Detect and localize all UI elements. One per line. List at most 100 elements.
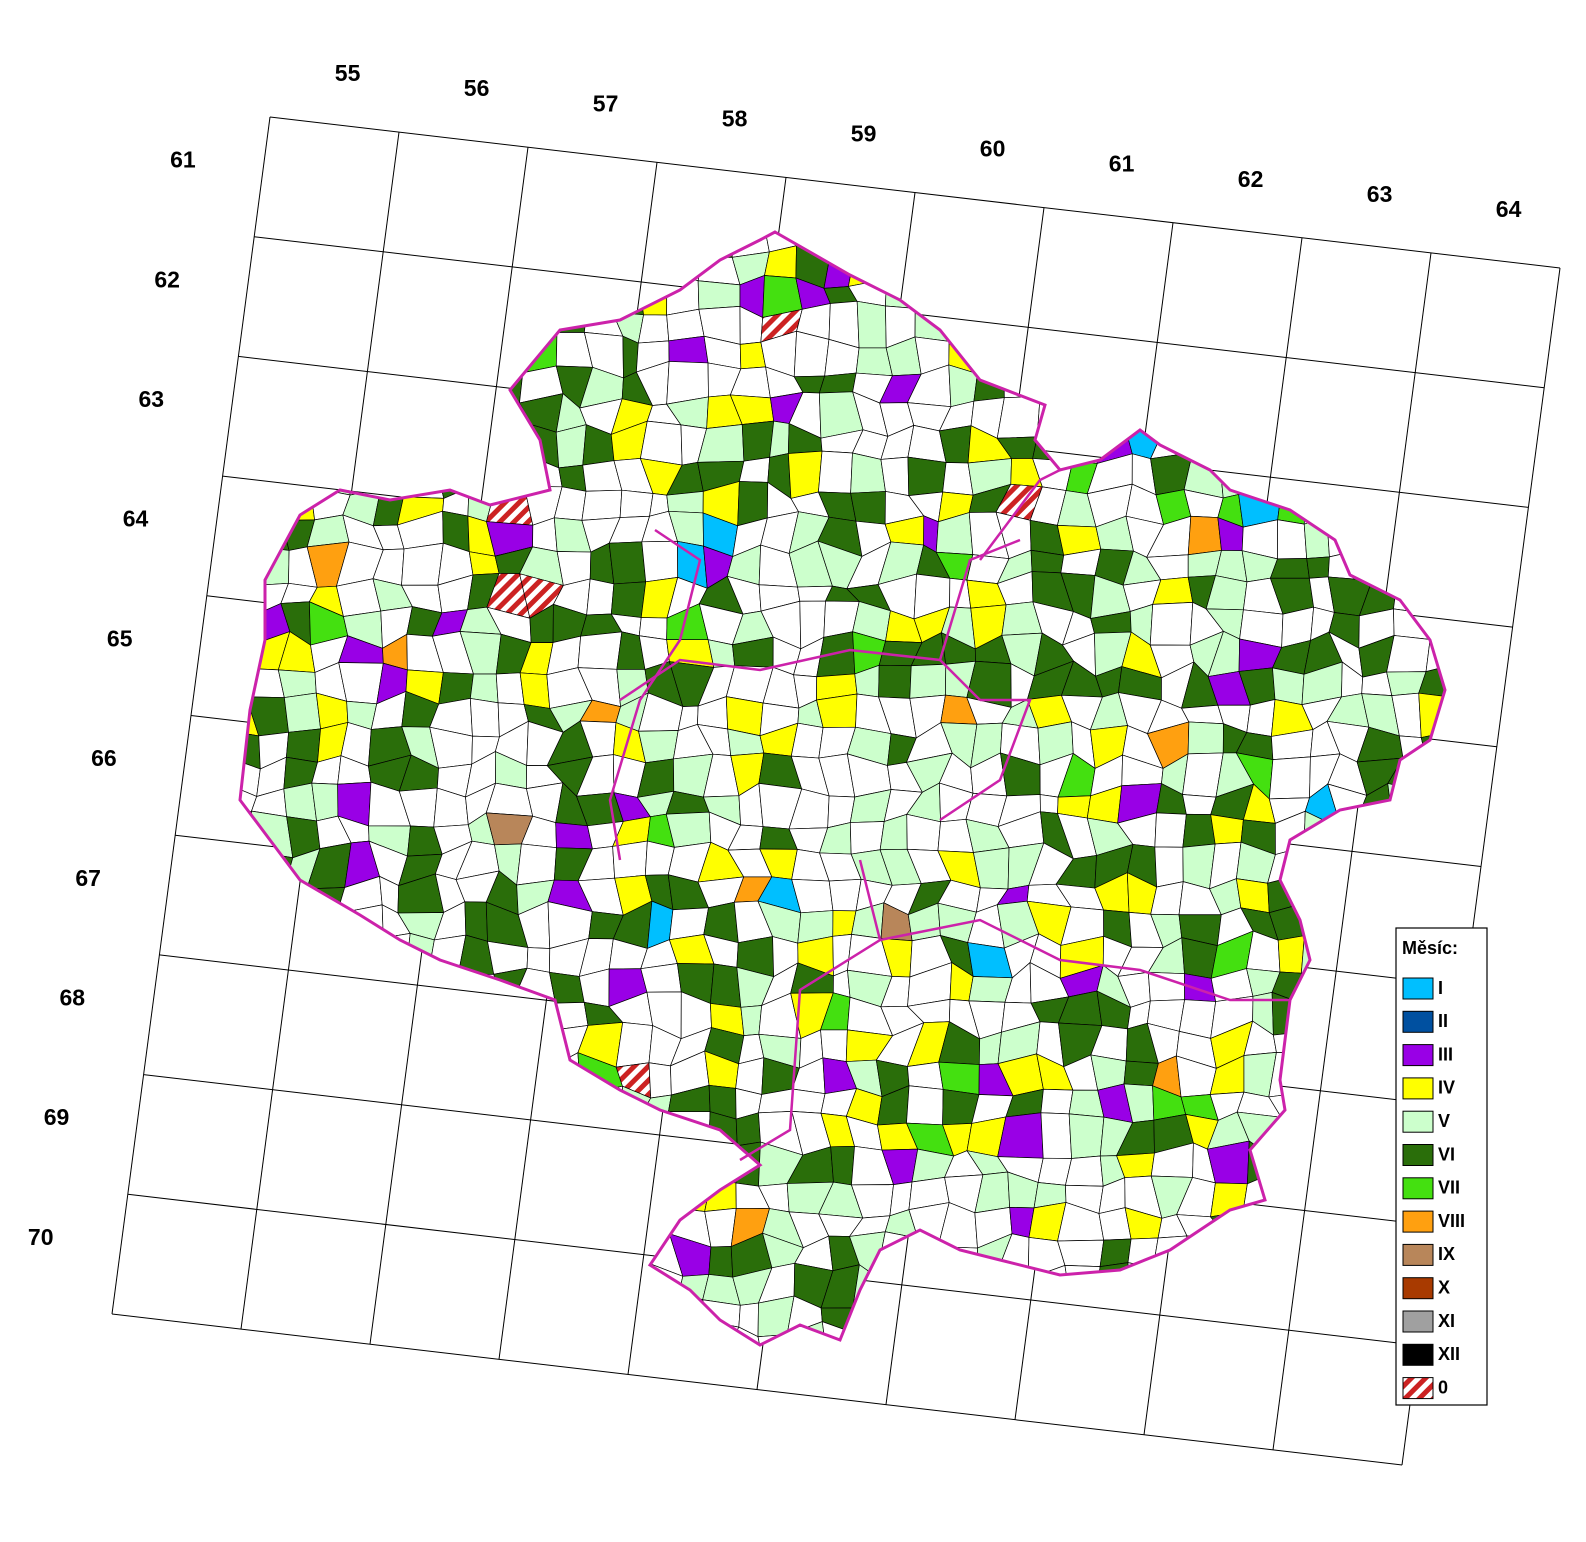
municipality bbox=[250, 810, 294, 859]
legend-box bbox=[1395, 927, 1488, 1406]
municipality bbox=[787, 450, 823, 499]
district-boundary bbox=[938, 538, 1021, 661]
municipality bbox=[581, 1396, 623, 1425]
municipality bbox=[1331, 1357, 1366, 1396]
municipality bbox=[587, 1325, 622, 1345]
municipality bbox=[311, 1201, 353, 1233]
municipality bbox=[1086, 1397, 1132, 1419]
legend-swatch bbox=[1402, 1110, 1434, 1133]
municipality bbox=[431, 232, 473, 246]
municipality bbox=[885, 242, 920, 280]
municipality bbox=[1122, 398, 1164, 432]
municipality bbox=[1066, 1357, 1097, 1397]
municipality bbox=[1421, 271, 1445, 319]
municipality bbox=[257, 937, 284, 979]
municipality bbox=[1175, 392, 1219, 439]
legend-label: XII bbox=[1438, 1344, 1460, 1364]
municipality bbox=[639, 1391, 683, 1425]
municipality bbox=[1357, 486, 1400, 528]
municipality bbox=[1307, 1292, 1337, 1331]
municipality bbox=[465, 336, 499, 369]
municipality bbox=[430, 1030, 464, 1055]
municipality bbox=[247, 544, 290, 586]
municipality bbox=[1062, 275, 1093, 320]
municipality bbox=[341, 1142, 380, 1180]
municipality bbox=[485, 336, 524, 374]
municipality bbox=[1147, 251, 1181, 285]
municipality bbox=[607, 1146, 646, 1186]
municipality bbox=[1454, 785, 1492, 824]
municipality bbox=[793, 330, 830, 378]
municipality bbox=[1360, 283, 1399, 307]
municipality bbox=[1028, 251, 1074, 285]
municipality bbox=[339, 997, 380, 1034]
municipality bbox=[1187, 515, 1222, 556]
municipality bbox=[1267, 367, 1307, 409]
municipality bbox=[1397, 555, 1429, 578]
municipality bbox=[575, 1175, 624, 1211]
municipality bbox=[1326, 486, 1375, 528]
municipality bbox=[460, 1327, 504, 1345]
municipality bbox=[1419, 232, 1445, 250]
municipality bbox=[1176, 251, 1224, 286]
municipality bbox=[1359, 1260, 1399, 1296]
municipality bbox=[520, 232, 560, 256]
municipality bbox=[336, 1293, 377, 1326]
municipality bbox=[584, 232, 619, 249]
municipality bbox=[1088, 275, 1134, 320]
municipality bbox=[909, 663, 947, 699]
municipality bbox=[1449, 697, 1481, 735]
municipality bbox=[1359, 873, 1404, 918]
municipality bbox=[1177, 1332, 1222, 1345]
municipality bbox=[401, 1388, 433, 1419]
municipality bbox=[281, 1173, 322, 1216]
municipality bbox=[457, 1025, 499, 1065]
municipality bbox=[1057, 1239, 1105, 1268]
municipality bbox=[708, 1246, 734, 1278]
municipality bbox=[396, 392, 443, 439]
municipality bbox=[639, 1354, 683, 1394]
municipality bbox=[1424, 455, 1445, 487]
municipality bbox=[1335, 427, 1367, 468]
municipality bbox=[471, 244, 488, 285]
municipality bbox=[1454, 753, 1492, 798]
municipality bbox=[1300, 844, 1340, 877]
municipality bbox=[641, 1184, 682, 1215]
municipality bbox=[1325, 304, 1372, 348]
municipality bbox=[1299, 874, 1340, 906]
municipality bbox=[1246, 367, 1270, 401]
legend-swatch bbox=[1402, 1144, 1434, 1166]
municipality bbox=[555, 822, 593, 850]
municipality bbox=[1300, 1385, 1342, 1425]
municipality bbox=[524, 1356, 563, 1396]
municipality bbox=[914, 1392, 952, 1427]
municipality bbox=[1277, 1231, 1312, 1270]
municipality bbox=[240, 251, 263, 284]
municipality bbox=[1126, 232, 1153, 253]
municipality bbox=[996, 395, 1041, 439]
municipality bbox=[248, 1358, 289, 1398]
municipality bbox=[335, 963, 371, 1004]
municipality bbox=[311, 312, 339, 345]
municipality bbox=[240, 1236, 261, 1277]
municipality bbox=[546, 1092, 584, 1127]
municipality bbox=[486, 1060, 524, 1088]
legend-swatch bbox=[1402, 1243, 1434, 1266]
municipality bbox=[1060, 367, 1096, 410]
municipality bbox=[1215, 362, 1249, 401]
municipality bbox=[906, 1085, 944, 1126]
municipality bbox=[1175, 283, 1224, 317]
municipality bbox=[369, 932, 411, 970]
municipality bbox=[647, 1291, 685, 1329]
municipality bbox=[496, 361, 524, 406]
municipality bbox=[820, 1029, 848, 1062]
municipality bbox=[552, 1385, 586, 1426]
municipality bbox=[255, 463, 282, 497]
municipality bbox=[1416, 552, 1445, 584]
municipality bbox=[1246, 699, 1276, 737]
municipality bbox=[1416, 341, 1445, 379]
municipality bbox=[405, 968, 443, 1008]
municipality bbox=[735, 1112, 761, 1147]
municipality bbox=[1301, 254, 1329, 286]
municipality bbox=[1239, 272, 1284, 313]
